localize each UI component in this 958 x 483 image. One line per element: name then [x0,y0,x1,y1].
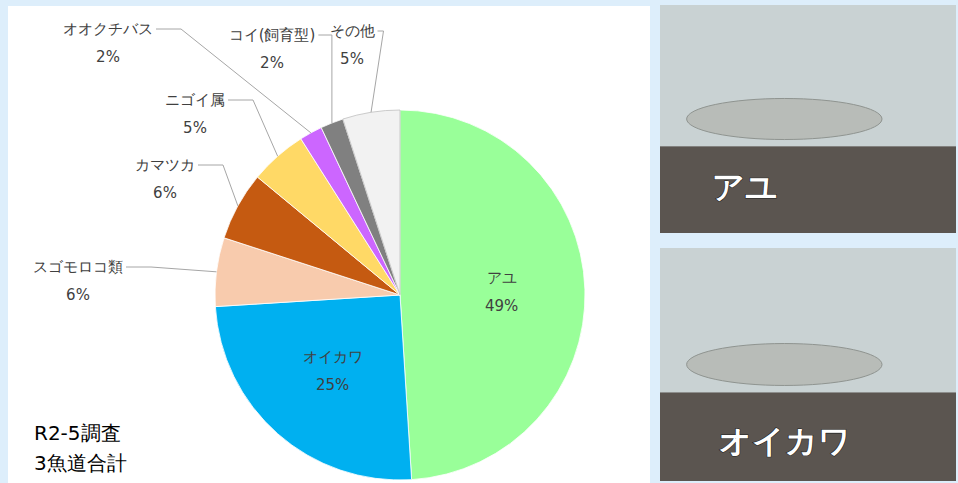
slice-label: カマツカ [135,156,195,174]
slice-label: スゴモロコ類 [33,258,123,276]
slice-label: オオクチバス [63,20,153,38]
photo-label: アユ [712,168,778,206]
slice-value-label: 5% [183,119,207,137]
slice-value-label: 6% [153,184,177,202]
leader-line [156,29,311,133]
slice-value-label: 49% [485,297,518,315]
leader-line [318,35,332,123]
annotation: R2-5調査 [34,421,121,445]
photo-gravel [660,146,956,233]
photo: オイカワ [660,248,956,481]
slice-label: その他 [330,22,375,40]
photo-fish [687,344,882,386]
leader-line [198,165,238,206]
photo-fish [687,98,882,139]
slice-label: コイ(飼育型) [229,26,316,44]
slice-label: アユ [487,269,517,287]
slice-value-label: 25% [316,376,349,394]
slice-value-label: 2% [260,54,284,72]
slice-value-label: 6% [66,286,90,304]
photo-gravel [660,392,956,481]
photo-background [660,5,956,233]
annotation: 3魚道合計 [34,451,127,475]
data-labels: アユ 49% オイカワ 25% スゴモロコ類 6% カマツカ 6% ニゴイ属 5% オオクチバス 2%… [33,20,518,394]
leader-line [371,31,383,112]
canvas: アユ 49% オイカワ 25% スゴモロコ類 6% カマツカ 6% ニゴイ属 5% オオクチバス 2%… [0,0,958,483]
slice-label: オイカワ [303,348,363,366]
pie-slice [343,110,400,295]
slice-value-label: 2% [96,48,120,66]
leader-line [126,267,216,272]
pie-slice [215,295,411,480]
photo-background [660,248,956,481]
panel [8,6,650,483]
slice-value-label: 5% [340,50,364,68]
pie-slice [400,110,585,480]
slice-label: ニゴイ属 [165,91,225,109]
pie [215,110,585,480]
photo: アユ [660,5,956,233]
leader-line [228,100,278,156]
photo-label: オイカワ [719,422,851,460]
